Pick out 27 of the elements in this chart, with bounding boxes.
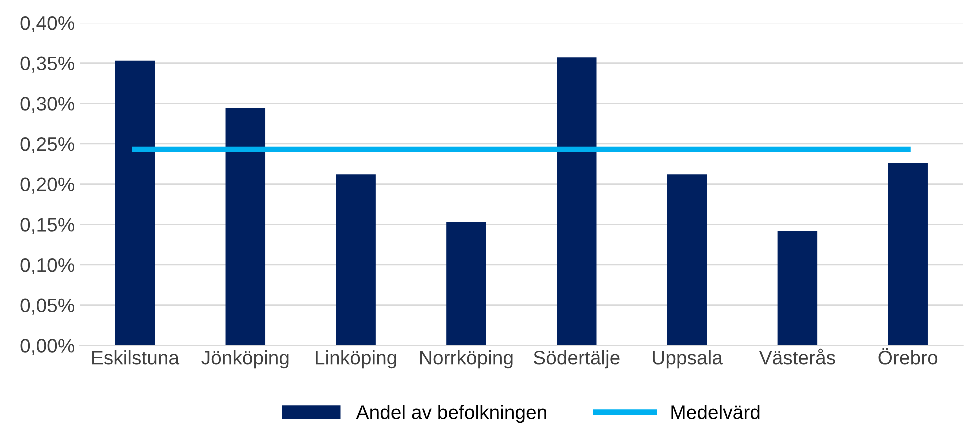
- x-tick-label: Södertälje: [534, 350, 620, 369]
- y-tick-label: 0,20%: [20, 178, 74, 194]
- x-tick-label: Norrköping: [420, 350, 513, 369]
- legend-label: Andel av befolkningen: [356, 405, 546, 424]
- x-tick-label: Örebro: [878, 348, 938, 365]
- y-tick-label: 0,35%: [20, 56, 74, 73]
- x-tick-label: Eskilstuna: [92, 350, 180, 365]
- bar: [888, 163, 928, 346]
- x-tick-label: Västerås: [759, 348, 836, 365]
- y-tick-label: 0,30%: [20, 97, 74, 114]
- y-tick-label: 0,05%: [20, 298, 74, 315]
- bar: [667, 174, 708, 346]
- legend-label: Medelvärd: [672, 405, 760, 420]
- y-tick-label: 0,25%: [20, 137, 74, 154]
- bar: [778, 231, 818, 346]
- y-tick-label: 0,10%: [20, 258, 74, 275]
- y-tick-label: 0,00%: [20, 339, 74, 356]
- x-tick-label: Uppsala: [653, 350, 723, 369]
- y-tick-label: 0,40%: [20, 16, 74, 33]
- bar: [557, 58, 597, 346]
- bar: [226, 108, 266, 346]
- bar: [446, 222, 486, 346]
- bar: [336, 174, 376, 346]
- x-tick-label: Linköping: [316, 350, 396, 369]
- bar: [115, 60, 156, 346]
- x-tick-label: Jönköping: [202, 350, 289, 369]
- y-tick-label: 0,15%: [20, 218, 74, 234]
